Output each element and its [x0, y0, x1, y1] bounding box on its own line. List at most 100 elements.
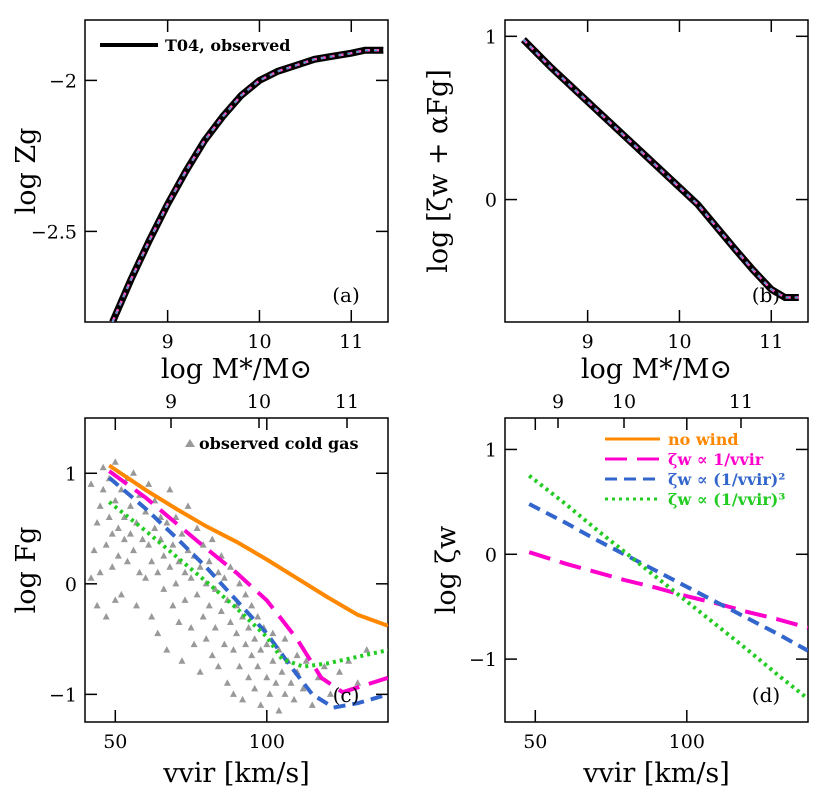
- scatter-point: [193, 590, 201, 598]
- x-axis-label: log M*/M⊙: [581, 354, 732, 385]
- x-tick-label: 100: [669, 731, 705, 753]
- x-tick-label: 9: [162, 331, 174, 353]
- scatter-point: [254, 612, 262, 620]
- scatter-point: [245, 624, 253, 631]
- scatter-point: [93, 519, 101, 526]
- panel-label: (c): [333, 683, 360, 707]
- top-tick-label: 9: [165, 391, 177, 413]
- plot-frame: [504, 19, 809, 323]
- scatter-point: [111, 596, 119, 603]
- scatter-point: [226, 618, 234, 626]
- legend-label: no wind: [668, 430, 739, 449]
- scatter-point: [193, 524, 201, 532]
- scatter-point: [251, 635, 259, 642]
- scatter-point: [129, 546, 137, 554]
- scatter-point: [336, 668, 344, 675]
- legend-label: ζw ∝ (1/vvir)³: [668, 490, 785, 509]
- scatter-point: [163, 646, 171, 653]
- scatter-point: [326, 690, 334, 697]
- scatter-point: [236, 662, 244, 670]
- scatter-point: [126, 530, 134, 537]
- scatter-point: [114, 524, 122, 532]
- x-axis-label: log M*/M⊙: [161, 354, 312, 385]
- x-tick-label: 10: [247, 331, 271, 353]
- series-line-overlay: [111, 49, 384, 322]
- scatter-point: [211, 585, 219, 592]
- series-line: [527, 474, 808, 701]
- scatter-point: [157, 535, 165, 543]
- y-tick-label: 1: [485, 439, 497, 461]
- top-tick-label: 10: [247, 391, 271, 413]
- scatter-point: [120, 513, 128, 520]
- scatter-point: [102, 541, 110, 548]
- y-axis-label: log Fg: [11, 527, 42, 614]
- y-tick-label: 1: [485, 26, 497, 48]
- series-lines: [109, 46, 384, 322]
- scatter-point: [272, 679, 280, 686]
- scatter-point: [154, 568, 162, 576]
- scatter-point: [269, 629, 277, 637]
- scatter-point: [248, 601, 256, 609]
- y-tick-label: −1: [49, 684, 77, 706]
- scatter-point: [251, 684, 259, 692]
- scatter-point: [299, 684, 307, 692]
- top-tick-label: 11: [729, 391, 753, 413]
- scatter-point: [96, 502, 104, 509]
- scatter-point: [148, 612, 156, 620]
- scatter-point: [266, 690, 274, 697]
- scatter-point: [111, 458, 119, 465]
- scatter-point: [172, 513, 180, 520]
- scatter-point: [254, 662, 262, 670]
- scatter-point: [96, 568, 104, 576]
- series-line: [108, 463, 388, 628]
- scatter-point: [320, 662, 328, 670]
- scatter-point: [205, 557, 213, 565]
- top-tick-label: 9: [552, 391, 564, 413]
- series-line: [107, 476, 388, 710]
- scatter-point: [302, 657, 310, 664]
- series-line-overlay: [522, 39, 799, 299]
- scatter-point: [169, 541, 177, 548]
- scatter-point: [278, 668, 286, 675]
- y-tick-label: −2: [49, 70, 77, 92]
- scatter-point: [233, 629, 240, 637]
- scatter-point: [196, 668, 204, 675]
- series-line: [528, 502, 808, 653]
- series-line: [520, 37, 799, 301]
- scatter-point: [93, 601, 101, 609]
- y-tick-label: −2.5: [31, 221, 77, 243]
- scatter-point: [226, 563, 234, 570]
- legend-label: observed cold gas: [199, 434, 359, 453]
- scatter-point: [281, 635, 289, 642]
- top-tick-label: 10: [612, 391, 636, 413]
- scatter-point: [242, 590, 250, 598]
- scatter-point: [217, 607, 225, 614]
- scatter-point: [257, 701, 265, 708]
- scatter-point: [111, 496, 119, 504]
- series-line: [528, 550, 808, 630]
- scatter-point: [248, 651, 256, 659]
- x-tick-label: 100: [249, 731, 285, 753]
- scatter-point: [178, 530, 186, 537]
- scatter-point: [90, 546, 98, 554]
- scatter-point: [239, 695, 247, 703]
- scatter-point: [229, 690, 237, 697]
- legend-label: ζw ∝ (1/vvir)²: [668, 470, 785, 489]
- scatter-point: [205, 601, 213, 609]
- scatter-point: [120, 535, 128, 543]
- series-line: [107, 500, 388, 669]
- x-tick-label: 50: [103, 731, 127, 753]
- scatter-point: [293, 651, 301, 659]
- scatter-point: [214, 662, 222, 670]
- scatter-point: [187, 574, 195, 581]
- scatter-point: [275, 706, 283, 714]
- panel-label: (a): [332, 283, 360, 307]
- scatter-points: [87, 458, 371, 714]
- scatter-point: [117, 590, 125, 598]
- x-tick-label: 50: [523, 731, 547, 753]
- scatter-point: [151, 524, 159, 532]
- x-axis-label: vvir [km/s]: [582, 758, 730, 789]
- y-tick-label: −1: [469, 649, 497, 671]
- panel-label: (b): [752, 283, 780, 307]
